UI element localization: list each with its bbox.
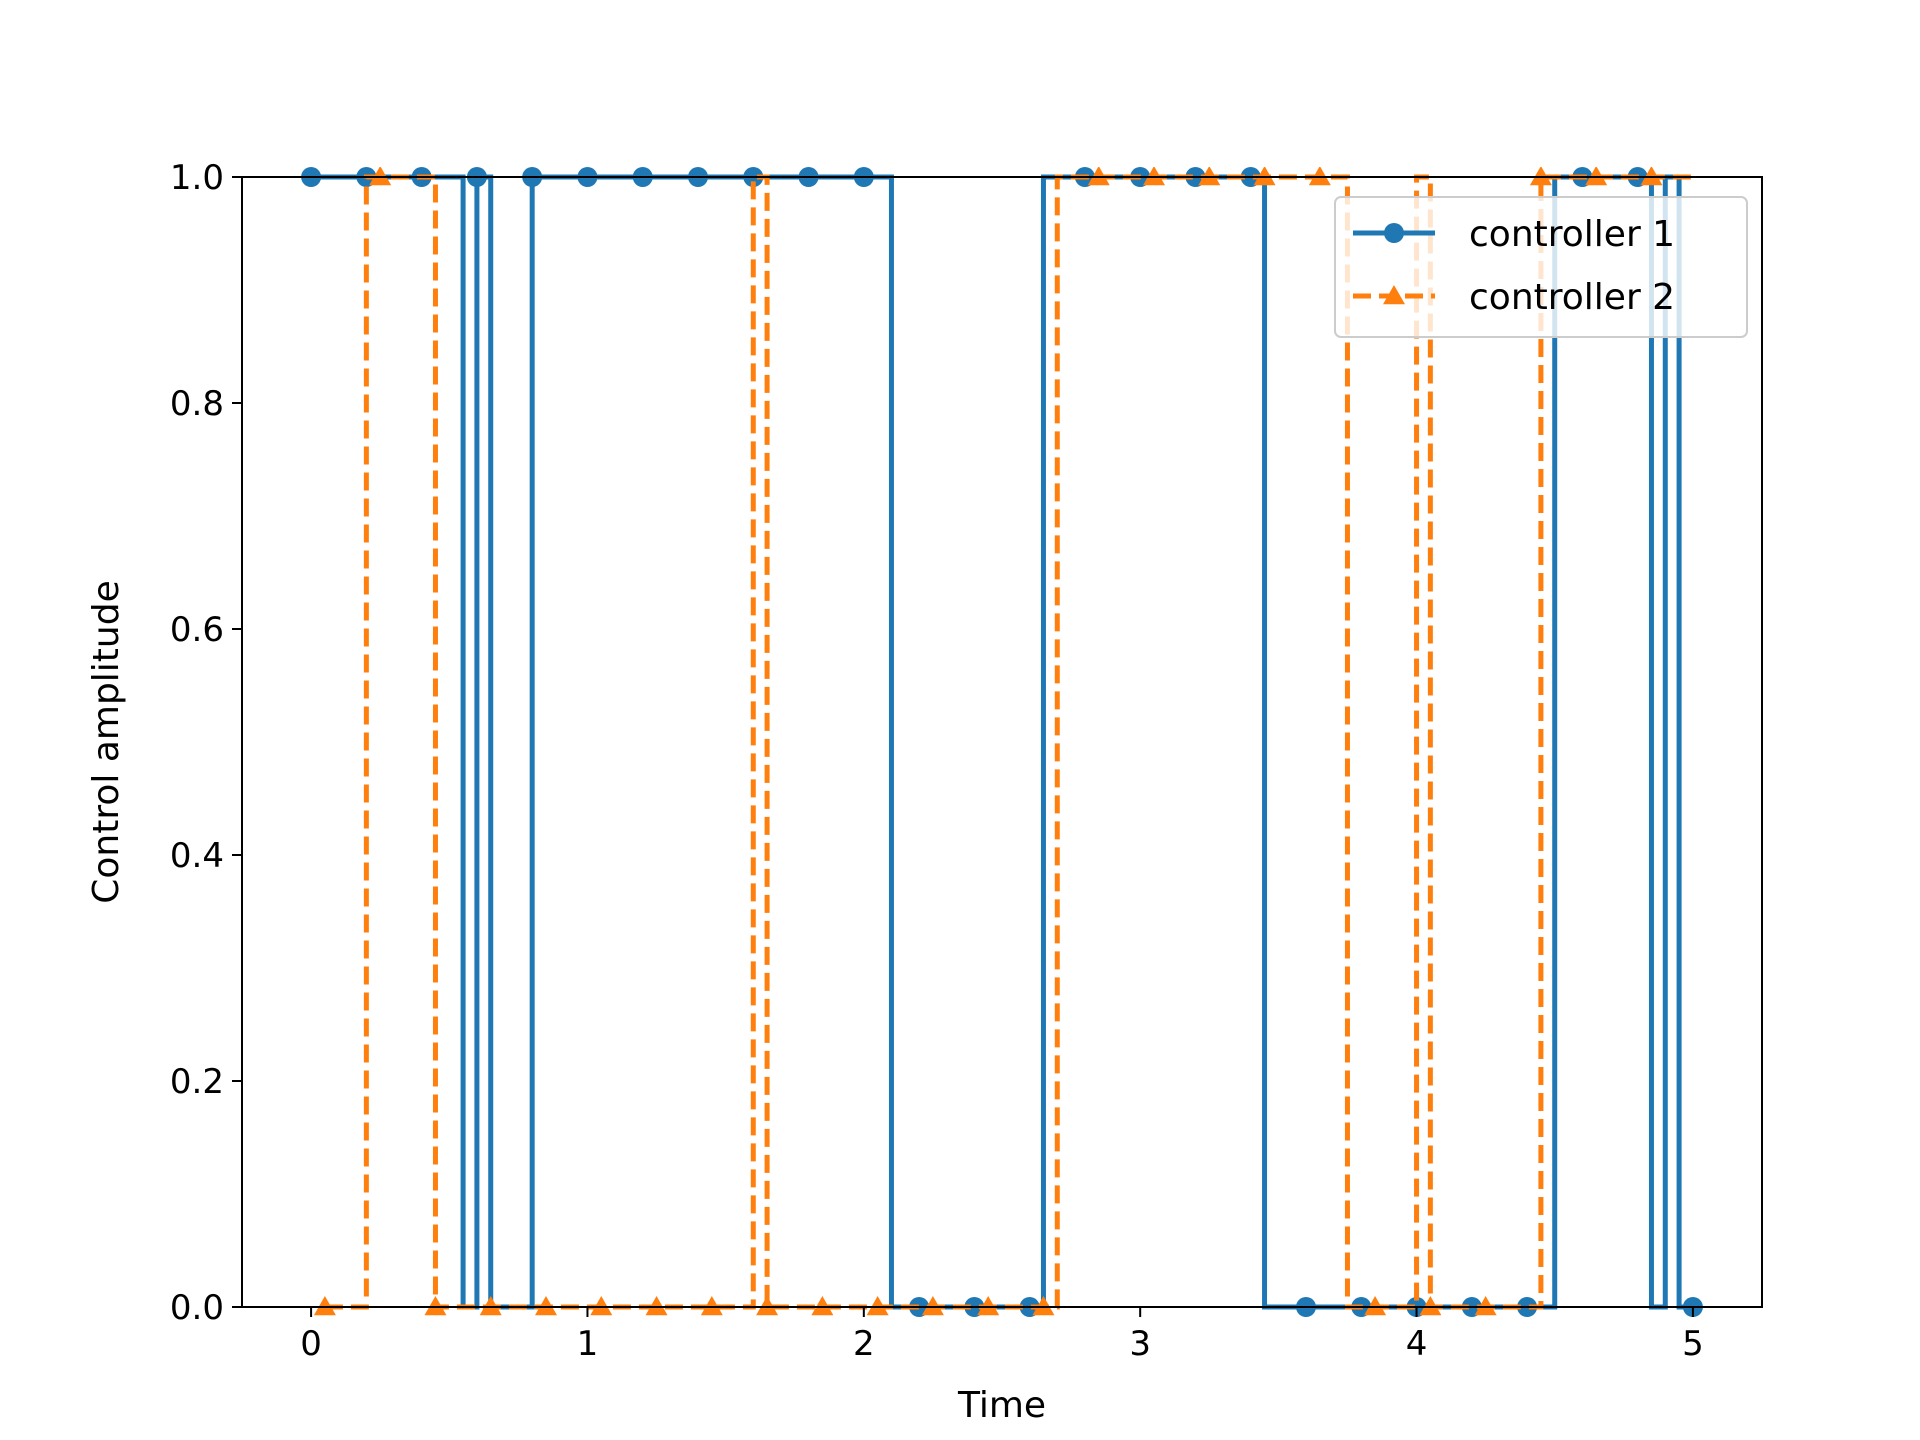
series-2-marker-20 [1419,1296,1442,1316]
y-tick-label-1: 0.2 [170,1062,224,1102]
series-2-marker-21 [1474,1296,1497,1316]
x-tick-label-0: 0 [300,1324,322,1364]
y-tick-label-2: 0.4 [170,836,224,876]
legend-marker-1 [1384,223,1404,243]
series-2-marker-0 [313,1296,336,1316]
series-2-marker-19 [1364,1296,1387,1316]
series-2-marker-10 [866,1296,889,1316]
legend-label-controller-2: controller 2 [1469,277,1675,318]
series-2-marker-3 [479,1296,502,1316]
axes: 0 1 2 3 4 5 0.0 0.2 0.4 0.6 0.8 1.0 [170,158,1763,1364]
series-2-marker-7 [700,1296,723,1316]
series-2-marker-2 [424,1296,447,1316]
series-2-marker-8 [756,1296,779,1316]
y-tick-label-5: 1.0 [170,158,224,198]
y-tick-label-4: 0.8 [170,384,224,424]
plot-frame [241,176,1763,1308]
series-2-marker-12 [977,1296,1000,1316]
series-2-marker-5 [590,1296,613,1316]
legend: controller 1 controller 2 [1334,196,1748,338]
x-tick-label-4: 4 [1406,1324,1428,1364]
series-2-marker-9 [811,1296,834,1316]
series-2-marker-13 [1032,1296,1055,1316]
x-axis-label: Time [957,1385,1046,1426]
x-tick-label-5: 5 [1682,1324,1704,1364]
x-tick-label-2: 2 [853,1324,875,1364]
y-axis-label: Control amplitude [86,580,127,904]
legend-marker-2 [1383,285,1405,305]
x-tick-label-3: 3 [1129,1324,1151,1364]
series-2 [313,167,1693,1316]
legend-box [1334,196,1748,338]
series-2-marker-4 [535,1296,557,1316]
x-tick-label-1: 1 [577,1324,599,1364]
series-2-marker-6 [645,1296,668,1316]
y-tick-label-3: 0.6 [170,610,224,650]
series-2-marker-11 [921,1296,944,1316]
y-tick-label-0: 0.0 [170,1288,224,1328]
legend-label-controller-1: controller 1 [1469,214,1675,255]
